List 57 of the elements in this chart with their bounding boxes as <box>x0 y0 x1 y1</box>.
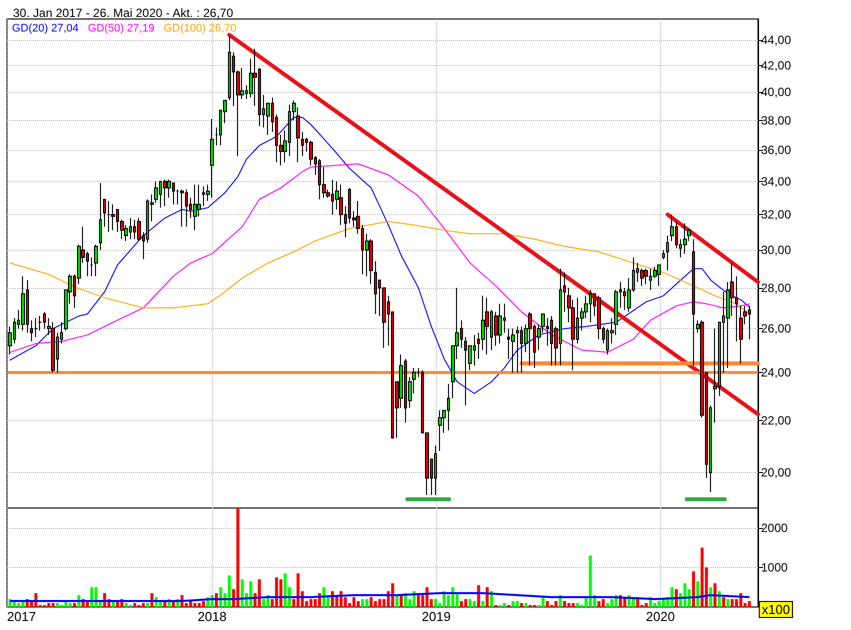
candlestick <box>511 328 515 374</box>
candlestick <box>662 250 665 260</box>
text: GD(20) 27,04 <box>12 22 79 34</box>
y-tick-label: 24,00 <box>761 366 792 380</box>
line-series <box>10 163 750 353</box>
candlestick <box>180 188 184 228</box>
candlestick <box>597 295 601 340</box>
candlestick <box>528 311 532 366</box>
y-tick-label: 42,00 <box>761 58 792 72</box>
y-tick-label: 40,00 <box>761 85 792 100</box>
candlestick <box>21 276 25 332</box>
text: x100 <box>762 602 790 617</box>
candlestick <box>438 410 442 452</box>
candlestick <box>374 260 377 314</box>
text: GD(100) 26,70 <box>164 22 236 34</box>
candlestick <box>210 118 214 198</box>
candlestick <box>163 179 167 207</box>
y-tick-label: 1000 <box>761 560 788 574</box>
candlestick <box>683 222 687 254</box>
candlestick <box>193 184 197 231</box>
x-tick-label: 2020 <box>646 609 675 624</box>
y-tick-label: 38,00 <box>761 113 792 128</box>
candlestick <box>94 244 98 277</box>
candlestick <box>107 200 111 233</box>
candlestick <box>99 182 102 251</box>
candlestick <box>657 264 661 286</box>
candlestick <box>103 198 106 228</box>
candlestick <box>516 326 519 374</box>
chart-title: 30. Jan 2017 - 26. Mai 2020 - Akt. : 26,70 <box>13 6 234 20</box>
line-series <box>10 221 750 314</box>
y-tick-label: 20,00 <box>761 466 792 480</box>
candlestick <box>739 305 743 364</box>
candlestick <box>485 297 489 356</box>
candlestick <box>692 238 695 366</box>
y-tick-label: 22,00 <box>761 413 792 428</box>
candlestick <box>34 318 38 338</box>
y-tick-label: 36,00 <box>761 142 792 157</box>
candlestick <box>301 131 304 157</box>
y-tick-label: 34,00 <box>761 174 792 188</box>
text: GD(50) 27,19 <box>88 22 154 34</box>
x-tick-label: 2019 <box>422 609 451 624</box>
candlestick <box>666 235 669 272</box>
x-tick-label: 2017 <box>7 609 36 624</box>
candlestick <box>90 256 93 277</box>
line-series <box>9 592 750 602</box>
candlestick <box>498 303 502 344</box>
line-series <box>10 116 750 394</box>
candlestick <box>111 204 115 231</box>
y-tick-label: 26,00 <box>761 322 792 336</box>
x-tick-label: 2018 <box>198 609 227 624</box>
y-tick-label: 2000 <box>761 520 788 535</box>
y-tick-label: 44,00 <box>761 32 792 47</box>
y-tick-label: 28,00 <box>761 280 792 295</box>
y-tick-label: 32,00 <box>761 208 792 222</box>
candlestick <box>51 322 55 374</box>
candlestick <box>434 445 437 496</box>
y-tick-label: 30,00 <box>761 243 792 258</box>
